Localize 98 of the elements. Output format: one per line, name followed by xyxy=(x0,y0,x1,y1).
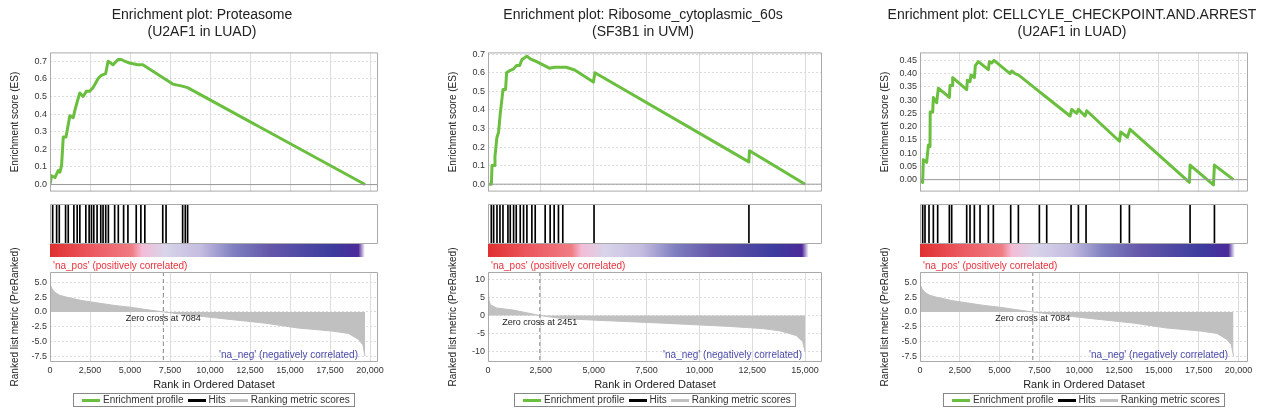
chart-title: Enrichment plot: CELLCYLE_CHECKPOINT.AND.ARREST xyxy=(886,6,1258,23)
y-tick-label: 2.5 xyxy=(904,291,917,302)
y-tick-label: -10 xyxy=(471,346,485,357)
y-tick-label: 0.45 xyxy=(899,54,917,65)
text: 'na_pos' (positively correlated) xyxy=(491,259,626,271)
y-tick-label: 0.1 xyxy=(34,161,47,172)
annotation: 'na_neg' (negatively correlated) xyxy=(1089,348,1228,360)
y-tick-label: 0.0 xyxy=(34,306,47,317)
text: 'na_pos' (positively correlated) xyxy=(53,259,188,271)
y-tick-label: 0.35 xyxy=(899,81,917,92)
y-tick-label: 0.7 xyxy=(472,48,485,59)
chart-subtitle: (U2AF1 in LUAD) xyxy=(1016,23,1128,40)
legend-label: Ranking metric scores xyxy=(250,394,350,405)
x-tick-label: 17,500 xyxy=(1184,364,1213,375)
y-axis-title: Enrichment score (ES) xyxy=(8,71,20,173)
y-tick-label: -5 xyxy=(476,328,485,339)
y-tick-label: -7.5 xyxy=(901,351,917,362)
y-tick-label: 5.0 xyxy=(904,276,917,287)
x-tick-label: 15,000 xyxy=(276,364,304,375)
y-tick-label: 0.2 xyxy=(34,143,47,154)
legend-label: Ranking metric scores xyxy=(691,394,791,405)
x-tick-label: 20,000 xyxy=(1224,364,1253,375)
x-tick-label: 15,000 xyxy=(1145,364,1173,375)
legend-label: Enrichment profile xyxy=(973,394,1054,405)
x-tick-label: 10,000 xyxy=(196,364,224,375)
chart-subtitle: (U2AF1 in LUAD) xyxy=(146,23,258,40)
y-tick-label: 0.4 xyxy=(34,108,47,119)
y-tick-label: 0.7 xyxy=(34,55,47,66)
x-tick-label: 7,500 xyxy=(635,364,658,375)
y-tick-label: 0 xyxy=(479,310,485,321)
y-tick-label: 0.05 xyxy=(899,160,917,171)
x-tick-label: 7,500 xyxy=(158,364,182,375)
y-axis-title: Ranked list metric (PreRanked) xyxy=(878,247,890,387)
y-axis-title: Enrichment score (ES) xyxy=(446,71,458,173)
y-tick-label: 0.00 xyxy=(899,174,917,185)
y-tick-label: 5.0 xyxy=(34,276,47,287)
y-tick-label: 5 xyxy=(479,291,485,302)
y-tick-label: 0.4 xyxy=(472,104,485,115)
x-tick-label: 17,500 xyxy=(316,364,344,375)
y-tick-label: 0.3 xyxy=(34,126,47,137)
legend-label: Ranking metric scores xyxy=(1120,394,1220,405)
y-axis-title: Ranked list metric (PreRanked) xyxy=(446,247,458,387)
x-tick-label: 20,000 xyxy=(356,364,384,375)
y-tick-label: 0.3 xyxy=(472,122,485,133)
y-tick-label: -2.5 xyxy=(31,321,47,332)
y-tick-label: 0.0 xyxy=(904,306,917,317)
x-tick-label: 2,500 xyxy=(78,364,102,375)
x-tick-label: 2,500 xyxy=(948,364,972,375)
y-tick-label: 0.25 xyxy=(899,107,917,118)
y-tick-label: 0.0 xyxy=(34,179,47,190)
x-tick-label: 7,500 xyxy=(1028,364,1051,375)
x-tick-label: 12,500 xyxy=(236,364,264,375)
x-tick-label: 5,000 xyxy=(988,364,1011,375)
x-tick-label: 5,000 xyxy=(118,364,142,375)
x-tick-label: 15,000 xyxy=(791,364,819,375)
y-axis-title: Ranked list metric (PreRanked) xyxy=(8,247,20,387)
y-tick-label: 0.15 xyxy=(899,134,917,145)
x-tick-label: 5,000 xyxy=(582,364,605,375)
x-tick-label: 12,500 xyxy=(738,364,767,375)
x-tick-label: 2,500 xyxy=(529,364,553,375)
chart-subtitle: (SF3B1 in UVM) xyxy=(591,23,695,40)
y-tick-label: -7.5 xyxy=(31,351,47,362)
y-tick-label: 0.6 xyxy=(472,67,485,78)
y-tick-label: -5.0 xyxy=(901,336,917,347)
y-tick-label: -5.0 xyxy=(31,336,47,347)
y-tick-label: 10 xyxy=(474,273,485,284)
x-tick-label: 10,000 xyxy=(685,364,714,375)
y-tick-label: 2.5 xyxy=(34,291,47,302)
x-axis-title: Rank in Ordered Dataset xyxy=(153,378,275,391)
y-axis-title: Enrichment score (ES) xyxy=(878,71,890,173)
legend-label: Hits xyxy=(649,394,667,405)
y-tick-label: 0.0 xyxy=(472,178,485,189)
text: 'na_pos' (positively correlated) xyxy=(923,259,1058,271)
y-tick-label: -2.5 xyxy=(901,321,917,332)
ref-line-label: Zero cross at 7084 xyxy=(995,312,1071,323)
chart-title: Enrichment plot: Proteasome xyxy=(110,6,294,23)
legend-label: Enrichment profile xyxy=(103,394,184,405)
ref-line-label: Zero cross at 7084 xyxy=(125,312,201,323)
annotation: 'na_neg' (negatively correlated) xyxy=(663,348,802,360)
x-axis-title: Rank in Ordered Dataset xyxy=(594,378,716,391)
y-tick-label: 0.5 xyxy=(34,90,47,101)
legend-label: Hits xyxy=(1078,394,1096,405)
legend-label: Hits xyxy=(208,394,226,405)
x-axis-title: Rank in Ordered Dataset xyxy=(1023,378,1145,391)
y-tick-label: 0.40 xyxy=(899,68,917,79)
y-tick-label: 0.6 xyxy=(34,73,47,84)
x-tick-label: 12,500 xyxy=(1105,364,1133,375)
ref-line-label: Zero cross at 2451 xyxy=(502,316,578,327)
y-tick-label: 0.10 xyxy=(899,147,917,158)
y-tick-label: 0.5 xyxy=(472,85,485,96)
annotation: 'na_neg' (negatively correlated) xyxy=(219,348,358,360)
y-tick-label: 0.1 xyxy=(472,160,485,171)
chart-title: Enrichment plot: Ribosome_cytoplasmic_60s xyxy=(502,6,784,23)
legend-label: Enrichment profile xyxy=(544,394,625,405)
x-tick-label: 10,000 xyxy=(1065,364,1093,375)
y-tick-label: 0.2 xyxy=(472,141,485,152)
y-tick-label: 0.20 xyxy=(899,121,917,132)
y-tick-label: 0.30 xyxy=(899,94,917,105)
